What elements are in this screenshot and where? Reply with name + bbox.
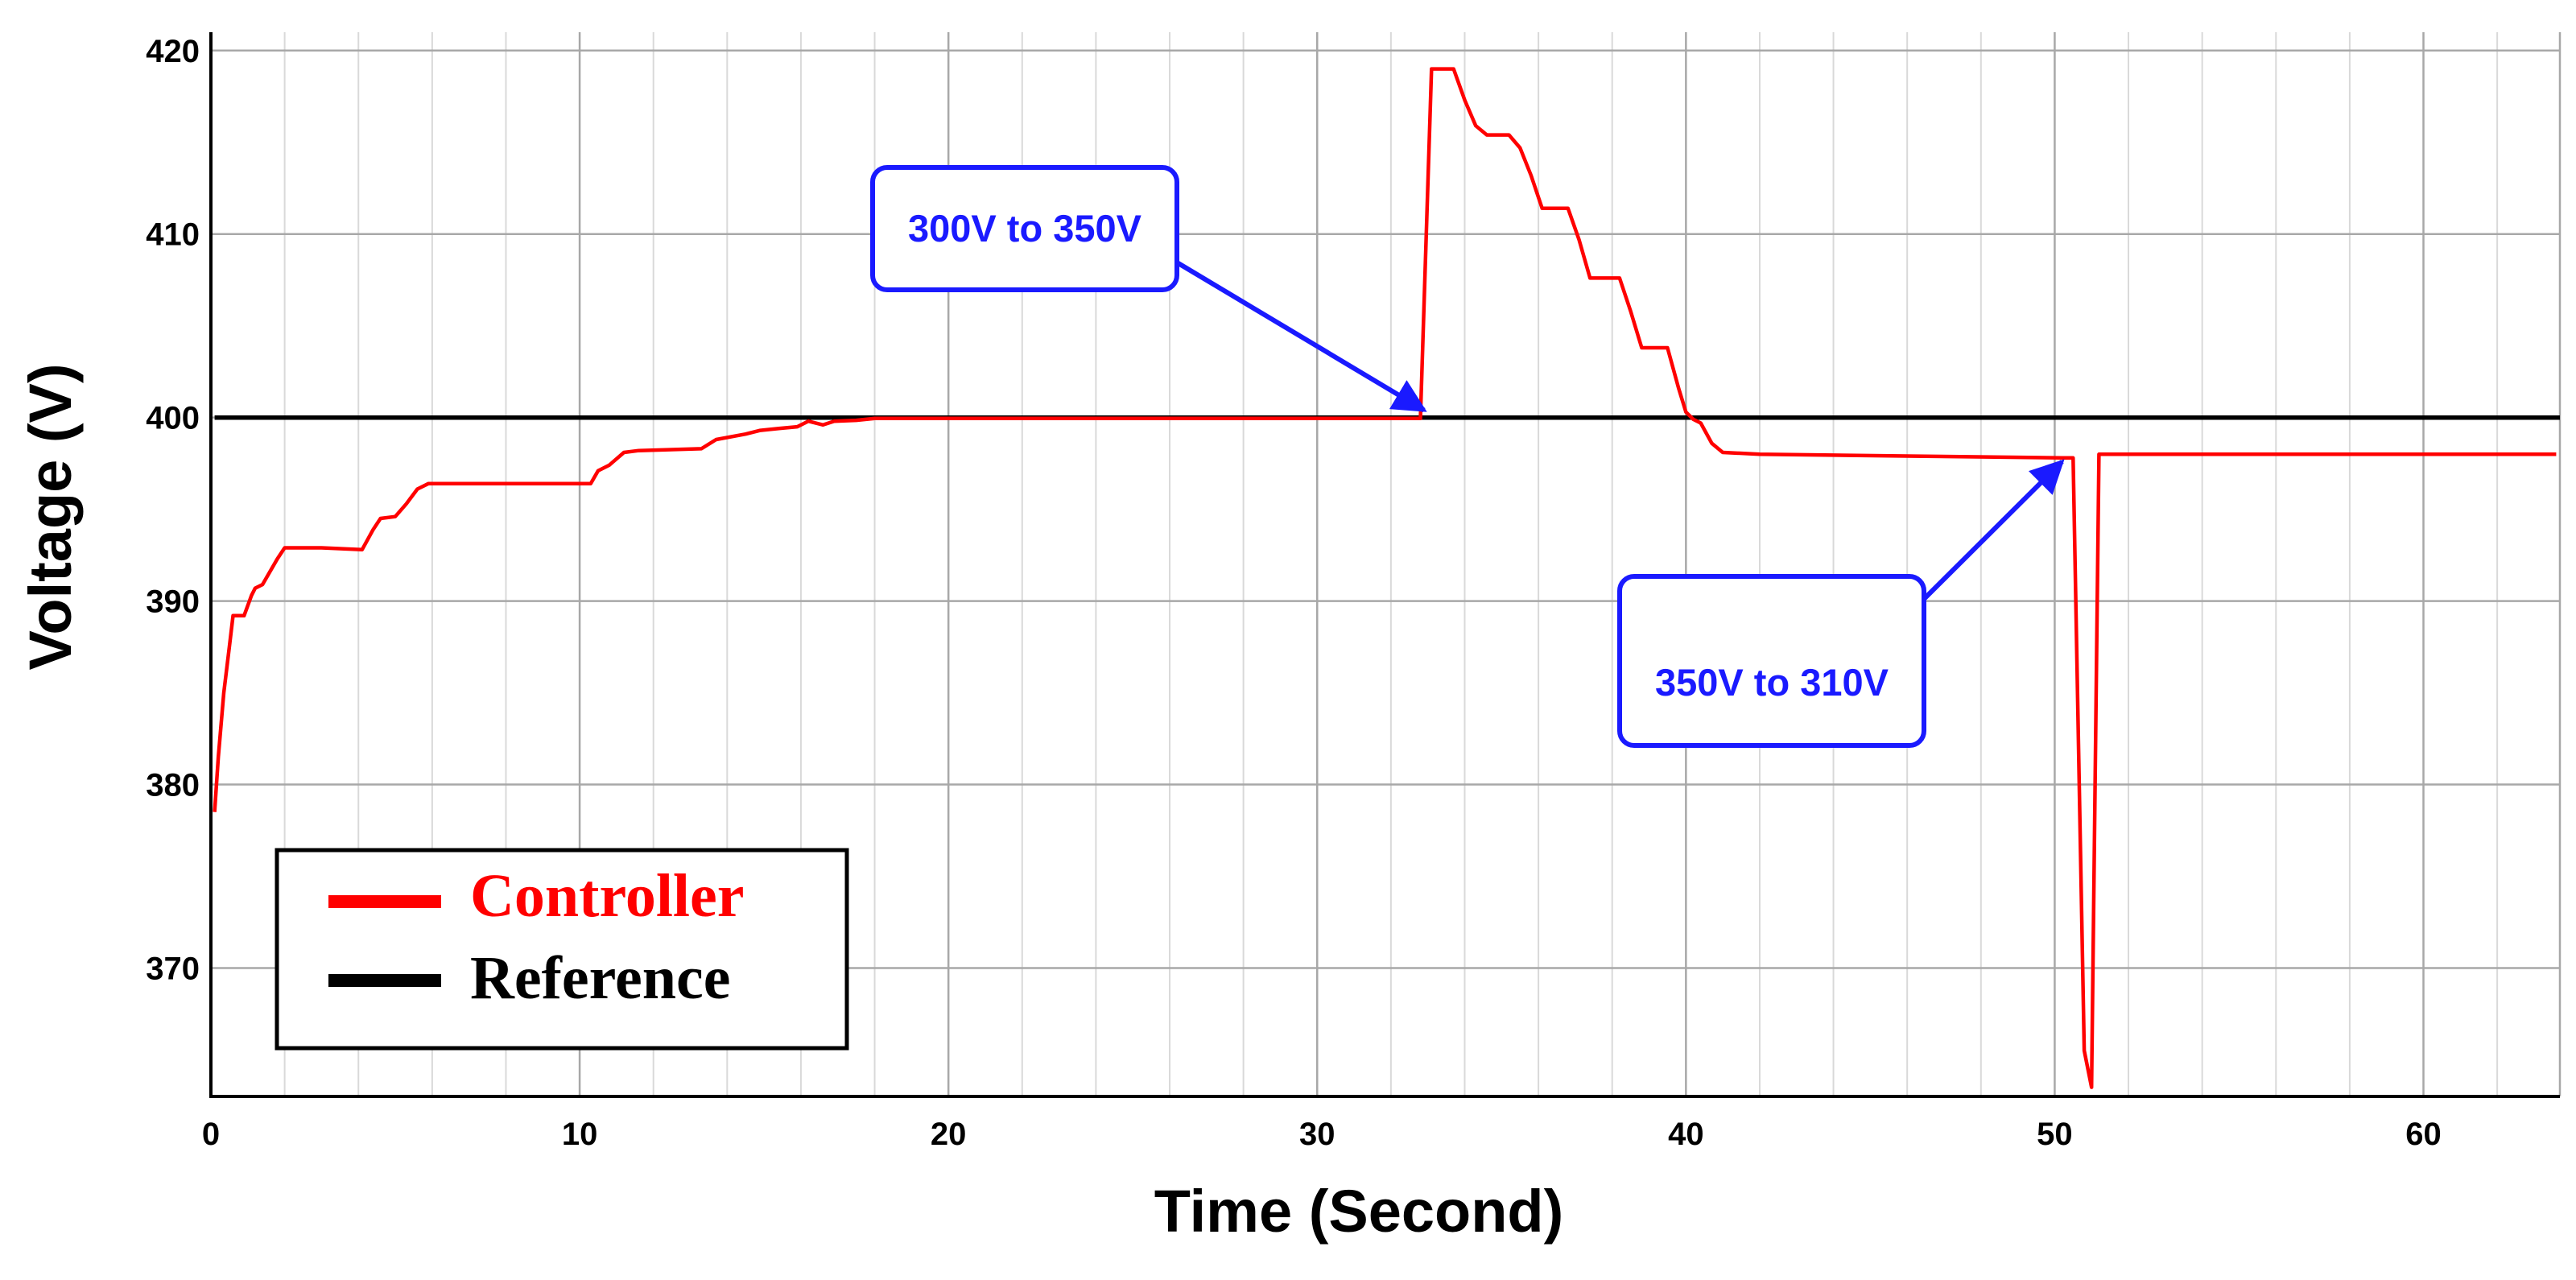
- x-tick-label: 20: [931, 1117, 967, 1152]
- y-tick-label: 390: [146, 584, 200, 620]
- y-axis-title: Voltage (V): [17, 364, 84, 671]
- y-tick-label: 400: [146, 401, 200, 436]
- annotation-300v-to-350v: 300V to 350V: [870, 165, 1427, 413]
- x-tick-label: 0: [202, 1117, 220, 1152]
- x-tick-labels: 0 10 20 30 40 50 60: [202, 1117, 2442, 1152]
- y-tick-label: 380: [146, 768, 200, 803]
- axes: [209, 32, 2560, 1098]
- y-tick-label: 410: [146, 217, 200, 253]
- major-gridlines: [209, 32, 2562, 1096]
- legend-box: [275, 848, 849, 1051]
- legend-label-controller: Controller: [470, 862, 745, 930]
- annotation-box: [870, 165, 1179, 292]
- x-axis-title: Time (Second): [1154, 1178, 1564, 1245]
- x-tick-label: 50: [2037, 1117, 2073, 1152]
- annotation-label: 350V to 310V: [1655, 661, 1889, 704]
- plot-area: 0 10 20 30 40 50 60 370 380 390 400 410 420: [146, 32, 2562, 1152]
- annotation-arrow: [1175, 260, 1427, 413]
- x-tick-label: 40: [1668, 1117, 1704, 1152]
- annotation-box: [1617, 574, 1926, 748]
- minor-gridlines: [283, 32, 2499, 1096]
- annotation-label: 300V to 350V: [908, 207, 1142, 250]
- y-tick-labels: 370 380 390 400 410 420: [146, 34, 200, 987]
- x-tick-label: 10: [562, 1117, 598, 1152]
- y-tick-label: 420: [146, 34, 200, 69]
- x-tick-label: 60: [2405, 1117, 2442, 1152]
- annotation-350v-to-310v: 350V to 310V: [1617, 459, 2065, 748]
- annotation-arrow: [1897, 459, 2065, 626]
- series-line-controller: [213, 67, 2557, 1089]
- y-tick-label: 370: [146, 951, 200, 986]
- series-lines: [213, 67, 2560, 1089]
- x-tick-label: 30: [1299, 1117, 1335, 1152]
- legend-label-reference: Reference: [470, 944, 730, 1012]
- legend: Controller Reference: [275, 848, 849, 1051]
